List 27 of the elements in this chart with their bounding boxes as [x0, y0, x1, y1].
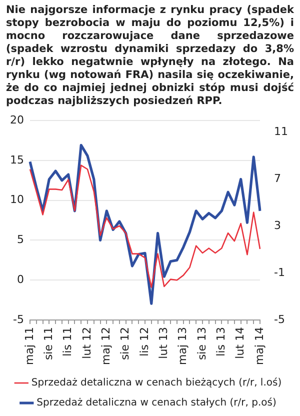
legend-label: Sprzedaż detaliczna w cenach stałych (r/r, p.oś): [36, 396, 276, 409]
y-tick-label: 15: [10, 153, 24, 166]
x-tick-label: sie 11: [42, 326, 56, 360]
y-tick-label: 10: [10, 193, 24, 206]
x-tick-label: lut 14: [234, 326, 247, 359]
y2-tick-label: 3: [274, 219, 282, 232]
y-tick-label: 5: [16, 233, 24, 246]
y2-tick-label: 11: [274, 125, 288, 138]
x-tick-label: maj 11: [22, 326, 36, 366]
x-tick-label: lis 11: [61, 326, 74, 356]
x-tick-label: lut 13: [157, 326, 170, 359]
x-tick-label: lut 12: [80, 326, 94, 359]
chart-title: Nie najgorsze informacje z rynku pracy (spadek stopy bezrobocia w maju do poziomu 12,5%) i mocno rozczarowujace dane sprzedazowe (spadek wzrostu dynamiki sprzedazy do 3,8% r/r) lekko negatwnie wpłynęły na złotego. Na rynku (wg notowań FRA) nasila się oczekiwanie, że do co najmiej jednej obnizki stóp musi dojść podczas najbliższych posiedzeń RPP.: [6, 4, 294, 108]
y2-tick-label: 7: [274, 172, 282, 186]
y-tick-label: -5: [13, 312, 24, 326]
y2-tick-label: -5: [274, 312, 285, 326]
x-tick-label: lis 13: [214, 326, 228, 356]
x-tick-label: sie 13: [195, 326, 208, 360]
y-tick-label: 20: [10, 113, 24, 126]
x-tick-label: maj 12: [100, 326, 113, 366]
y-tick-label: 0: [16, 272, 24, 286]
x-tick-label: maj 13: [176, 326, 190, 366]
x-tick-label: lis 12: [138, 326, 151, 356]
x-tick-label: maj 14: [252, 326, 266, 366]
y2-tick-label: -1: [274, 266, 285, 279]
x-tick-label: sie 12: [118, 326, 132, 360]
legend-label: Sprzedaż detaliczna w cenach bieżących (r/r, l.oś): [31, 376, 282, 389]
